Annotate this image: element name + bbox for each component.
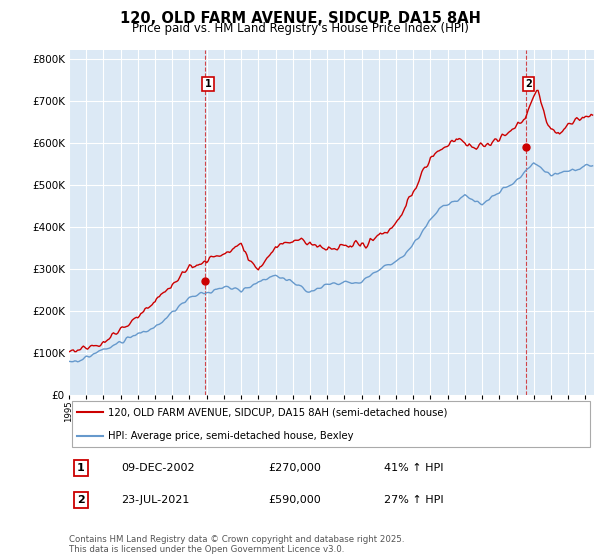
Text: 1: 1 — [205, 79, 211, 89]
Text: Price paid vs. HM Land Registry's House Price Index (HPI): Price paid vs. HM Land Registry's House … — [131, 22, 469, 35]
Text: 120, OLD FARM AVENUE, SIDCUP, DA15 8AH: 120, OLD FARM AVENUE, SIDCUP, DA15 8AH — [119, 11, 481, 26]
Text: 09-DEC-2002: 09-DEC-2002 — [121, 463, 195, 473]
Text: 2: 2 — [77, 495, 85, 505]
Text: HPI: Average price, semi-detached house, Bexley: HPI: Average price, semi-detached house,… — [109, 431, 354, 441]
Text: 2: 2 — [525, 79, 532, 89]
Text: 41% ↑ HPI: 41% ↑ HPI — [384, 463, 443, 473]
FancyBboxPatch shape — [71, 401, 590, 446]
Text: 27% ↑ HPI: 27% ↑ HPI — [384, 495, 443, 505]
Text: £590,000: £590,000 — [269, 495, 321, 505]
Text: 1: 1 — [77, 463, 85, 473]
Text: Contains HM Land Registry data © Crown copyright and database right 2025.
This d: Contains HM Land Registry data © Crown c… — [69, 535, 404, 554]
Text: 120, OLD FARM AVENUE, SIDCUP, DA15 8AH (semi-detached house): 120, OLD FARM AVENUE, SIDCUP, DA15 8AH (… — [109, 407, 448, 417]
Text: £270,000: £270,000 — [269, 463, 322, 473]
Text: 23-JUL-2021: 23-JUL-2021 — [121, 495, 190, 505]
